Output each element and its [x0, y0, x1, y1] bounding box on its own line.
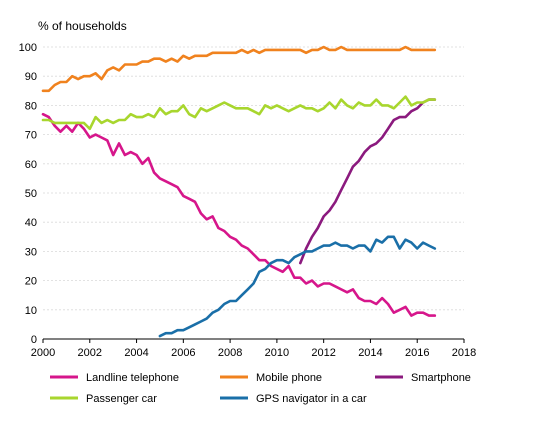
series-line-mobile-phone [41, 45, 437, 93]
y-tick-label: 80 [25, 100, 37, 112]
y-tick-label: 70 [25, 130, 37, 142]
x-tick-label: 2006 [171, 347, 195, 359]
y-tick-label: 0 [31, 334, 37, 346]
x-tick-label: 2016 [405, 347, 429, 359]
legend-label: Mobile phone [256, 372, 322, 384]
legend-item: Passenger car [50, 393, 157, 405]
legend-label: Smartphone [411, 372, 471, 384]
y-tick-label: 50 [25, 188, 37, 200]
x-tick-label: 2012 [311, 347, 335, 359]
legend: Landline telephone Mobile phone Smartphone… [50, 372, 471, 405]
legend-item: Smartphone [375, 372, 471, 384]
y-tick-label: 100 [19, 42, 37, 54]
y-tick-label: 10 [25, 305, 37, 317]
legend-label: Landline telephone [86, 372, 179, 384]
y-tick-label: 60 [25, 159, 37, 171]
series-line-smartphone [298, 98, 437, 265]
y-tick-label: 90 [25, 71, 37, 83]
x-tick-label: 2000 [31, 347, 55, 359]
series-line-gps-navigator-in-a-car [158, 235, 437, 338]
legend-item: Mobile phone [220, 372, 322, 384]
y-axis-ticks: 0 10 20 30 40 50 60 70 80 90 100 [19, 42, 37, 346]
series-line-passenger-car [41, 95, 437, 131]
y-tick-label: 30 [25, 246, 37, 258]
x-tick-label: 2002 [78, 347, 102, 359]
x-axis-ticks: 2000 2002 2004 2006 2008 2010 2012 2014 2016 2018 [31, 339, 476, 359]
series-line-landline-telephone [41, 112, 437, 317]
x-tick-label: 2004 [124, 347, 148, 359]
x-tick-label: 2014 [358, 347, 382, 359]
x-tick-label: 2018 [452, 347, 476, 359]
legend-label: GPS navigator in a car [256, 393, 367, 405]
y-tick-label: 20 [25, 276, 37, 288]
legend-item: Landline telephone [50, 372, 179, 384]
y-tick-label: 40 [25, 217, 37, 229]
y-axis-title: % of households [38, 19, 127, 33]
x-tick-label: 2008 [218, 347, 242, 359]
x-tick-label: 2010 [265, 347, 289, 359]
gridlines [43, 46, 464, 340]
legend-item: GPS navigator in a car [220, 393, 367, 405]
legend-label: Passenger car [86, 393, 157, 405]
series-lines [41, 45, 437, 338]
